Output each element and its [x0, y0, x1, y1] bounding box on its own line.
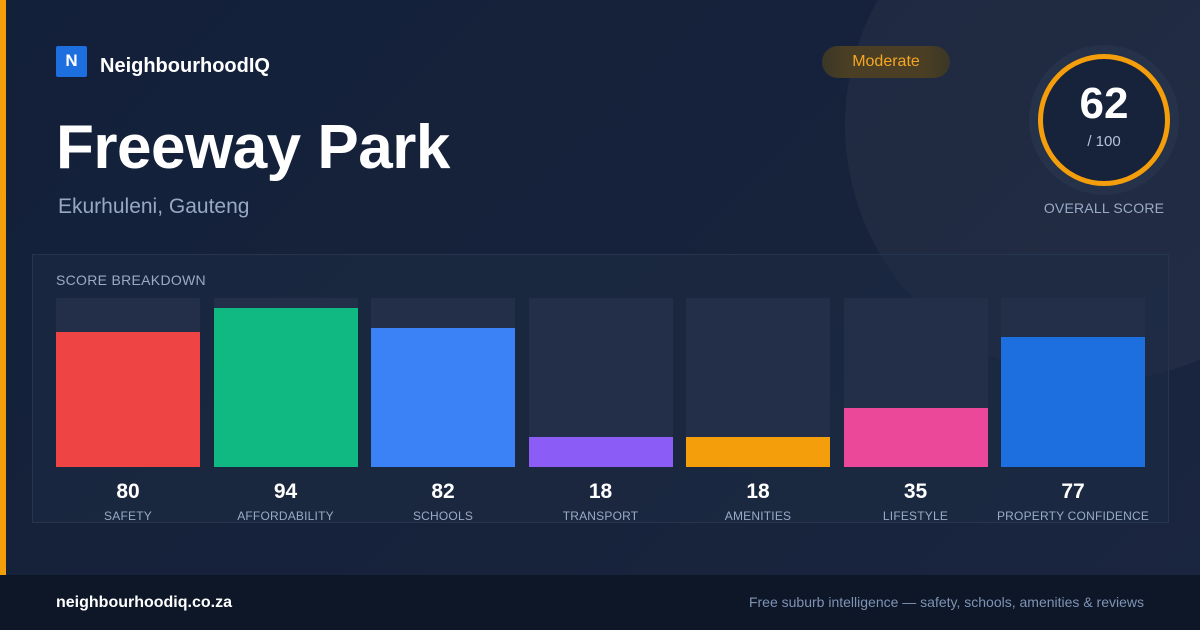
- bar-fill: [56, 332, 200, 467]
- bar-label: LIFESTYLE: [882, 509, 949, 523]
- bar-label: PROPERTY CONFIDENCE: [996, 509, 1150, 523]
- bar-label: AFFORDABILITY: [237, 509, 334, 523]
- bar-track: [56, 298, 200, 467]
- bar-label: SAFETY: [104, 509, 152, 523]
- bar-track: [371, 298, 515, 467]
- breakdown-item-lifestyle: 35 LIFESTYLE: [843, 298, 988, 524]
- bar-track: [843, 298, 988, 467]
- bar-label: SCHOOLS: [412, 509, 474, 523]
- bar-fill: [843, 408, 988, 467]
- bar-fill: [371, 328, 515, 467]
- footer: neighbourhoodiq.co.za Free suburb intell…: [0, 575, 1200, 630]
- score-breakdown-panel: SCORE BREAKDOWN 80 SAFETY 94 AFFORDABILITY 8…: [32, 254, 1169, 523]
- bar-fill: [528, 437, 673, 467]
- brand[interactable]: N NeighbourhoodIQ: [56, 45, 270, 78]
- score-ring-stroke: [1038, 54, 1170, 186]
- bar-track: [528, 298, 673, 467]
- bar-track: [213, 298, 358, 467]
- bar-value: 82: [431, 480, 455, 503]
- bar-value: 18: [588, 480, 613, 503]
- brand-logo-icon: N: [56, 45, 87, 77]
- breakdown-item-property-confidence: 77 PROPERTY CONFIDENCE: [997, 298, 1149, 524]
- bar-fill: [213, 308, 358, 467]
- accent-bar: [0, 0, 6, 575]
- breakdown-item-amenities: 18 AMENITIES: [686, 298, 830, 524]
- bar-track: [686, 298, 830, 467]
- breakdown-item-safety: 80 SAFETY: [56, 298, 200, 524]
- bar-value: 94: [273, 480, 298, 503]
- overall-score-ring: 62 / 100: [1029, 45, 1179, 195]
- bar-label: TRANSPORT: [562, 509, 639, 523]
- breakdown-item-transport: 18 TRANSPORT: [528, 298, 673, 524]
- overall-score-value: 62: [1079, 79, 1129, 128]
- breakdown-item-affordability: 94 AFFORDABILITY: [213, 298, 358, 524]
- suburb-title: Freeway Park: [56, 113, 450, 182]
- brand-name: NeighbourhoodIQ: [100, 54, 270, 77]
- bar-fill: [686, 437, 830, 467]
- footer-url-link[interactable]: neighbourhoodiq.co.za: [56, 594, 232, 611]
- bar-value: 35: [903, 480, 928, 503]
- overall-score-caption: OVERALL SCORE: [1043, 200, 1165, 216]
- bar-fill: [1001, 337, 1145, 467]
- breakdown-item-schools: 82 SCHOOLS: [371, 298, 515, 524]
- bar-value: 80: [116, 480, 140, 503]
- bar-value: 18: [746, 480, 770, 503]
- rating-badge: Moderate: [822, 46, 950, 78]
- breakdown-title: SCORE BREAKDOWN: [56, 272, 206, 288]
- bar-value: 77: [1061, 480, 1085, 503]
- footer-tagline: Free suburb intelligence — safety, schoo…: [748, 594, 1144, 610]
- suburb-location: Ekurhuleni, Gauteng: [58, 195, 250, 218]
- bar-track: [1001, 298, 1145, 467]
- bar-label: AMENITIES: [724, 509, 792, 523]
- overall-score-max: / 100: [1087, 133, 1121, 150]
